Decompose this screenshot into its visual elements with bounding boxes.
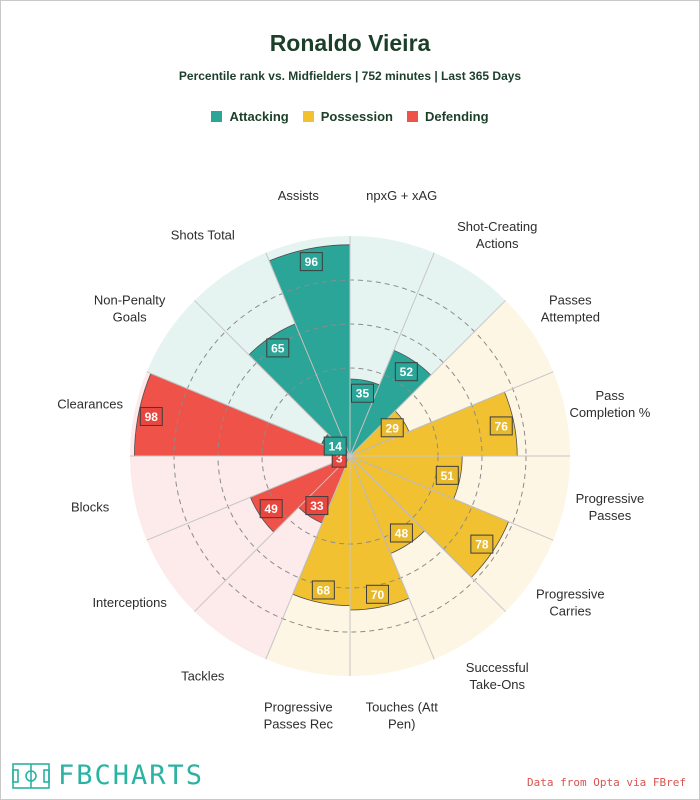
spoke-line-14: [194, 300, 351, 457]
value-label-box-shots-total: [266, 338, 290, 358]
background-wedge-non-penalty-goals: [146, 300, 350, 456]
category-label-shot-creating-actions: Shot-Creating Actions: [457, 219, 537, 251]
spoke-line-13: [146, 371, 351, 457]
category-label-progressive-passes-rec: Progressive Passes Rec: [264, 699, 334, 731]
value-label-box-progressive-passes: [435, 465, 459, 485]
value-label-box-non-penalty-goals: [323, 436, 347, 456]
value-label-interceptions: 49: [265, 502, 279, 516]
data-credit: Data from Opta via FBref: [527, 776, 686, 789]
category-label-successful-take-ons: Successful Take-Ons: [466, 660, 529, 692]
legend-item-defending: Defending: [406, 109, 489, 124]
value-label-box-progressive-carries: [470, 534, 494, 554]
value-label-box-passes-attempted: [380, 418, 404, 438]
category-label-touches-att-pen: Touches (Att Pen): [366, 699, 439, 731]
legend-swatch-possession: [302, 111, 314, 122]
value-label-box-successful-take-ons: [389, 523, 413, 543]
value-label-box-npxg-xag: [350, 383, 374, 403]
value-label-box-clearances: [139, 406, 163, 426]
value-label-pass-completion: 76: [495, 419, 509, 433]
spoke-line-3: [349, 371, 554, 457]
legend-swatch-attacking: [211, 111, 223, 122]
value-label-tackles: 33: [310, 499, 324, 513]
spoke-line-5: [349, 455, 554, 541]
category-label-npxg-xag: npxG + xAG: [366, 188, 437, 203]
value-label-passes-attempted: 29: [386, 421, 400, 435]
value-label-blocks: 3: [336, 452, 343, 466]
value-label-successful-take-ons: 48: [395, 526, 409, 540]
category-label-assists: Assists: [278, 188, 320, 203]
value-label-progressive-passes-rec: 68: [317, 583, 331, 597]
value-label-progressive-passes: 51: [441, 469, 455, 483]
value-label-box-pass-completion: [489, 416, 513, 436]
value-label-assists: 96: [305, 255, 319, 269]
spoke-line-11: [146, 455, 351, 541]
spoke-line-9: [265, 455, 351, 660]
value-label-progressive-carries: 78: [475, 538, 489, 552]
value-label-box-touches-att-pen: [366, 584, 390, 604]
pitch-icon: [12, 762, 50, 789]
category-label-interceptions: Interceptions: [92, 595, 167, 610]
legend-item-attacking: Attacking: [211, 109, 289, 124]
value-label-box-assists: [299, 252, 323, 272]
legend-label-defending: Defending: [424, 109, 489, 124]
chart-legend: Attacking Possession Defending: [0, 109, 700, 124]
logo-text: FBCHARTS: [58, 760, 205, 791]
category-label-progressive-passes: Progressive Passes: [576, 491, 645, 523]
spoke-line-2: [349, 300, 506, 457]
value-label-touches-att-pen: 70: [371, 588, 385, 602]
legend-label-possession: Possession: [320, 109, 393, 124]
fbcharts-logo: FBCHARTS: [12, 760, 204, 791]
legend-item-possession: Possession: [302, 109, 393, 124]
value-label-npxg-xag: 35: [356, 387, 370, 401]
value-label-box-progressive-passes-rec: [311, 580, 335, 600]
chart-subtitle: Percentile rank vs. Midfielders | 752 mi…: [178, 69, 522, 83]
category-label-blocks: Blocks: [71, 500, 110, 515]
category-label-clearances: Clearances: [57, 396, 123, 411]
background-wedge-blocks: [130, 456, 350, 541]
value-label-box-interceptions: [259, 499, 283, 519]
chart-title: Ronaldo Vieira: [269, 30, 431, 56]
category-label-non-penalty-goals: Non-Penalty Goals: [94, 292, 166, 324]
legend-swatch-defending: [406, 111, 418, 122]
category-label-tackles: Tackles: [181, 668, 225, 683]
category-label-progressive-carries: Progressive Carries: [536, 587, 605, 619]
value-label-clearances: 98: [145, 410, 159, 424]
legend-label-attacking: Attacking: [229, 109, 289, 124]
spoke-line-1: [349, 252, 435, 457]
value-label-box-tackles: [305, 496, 329, 516]
spoke-line-15: [265, 252, 351, 457]
spoke-line-6: [349, 455, 506, 612]
spoke-line-7: [349, 455, 435, 660]
value-label-box-shot-creating-actions: [394, 362, 418, 382]
value-label-shot-creating-actions: 52: [400, 365, 414, 379]
category-label-pass-completion: Pass Completion %: [569, 388, 650, 420]
value-label-non-penalty-goals: 14: [329, 440, 343, 454]
category-label-shots-total: Shots Total: [171, 228, 235, 243]
category-label-passes-attempted: Passes Attempted: [541, 292, 600, 324]
value-label-shots-total: 65: [271, 341, 285, 355]
spoke-line-10: [194, 455, 351, 612]
